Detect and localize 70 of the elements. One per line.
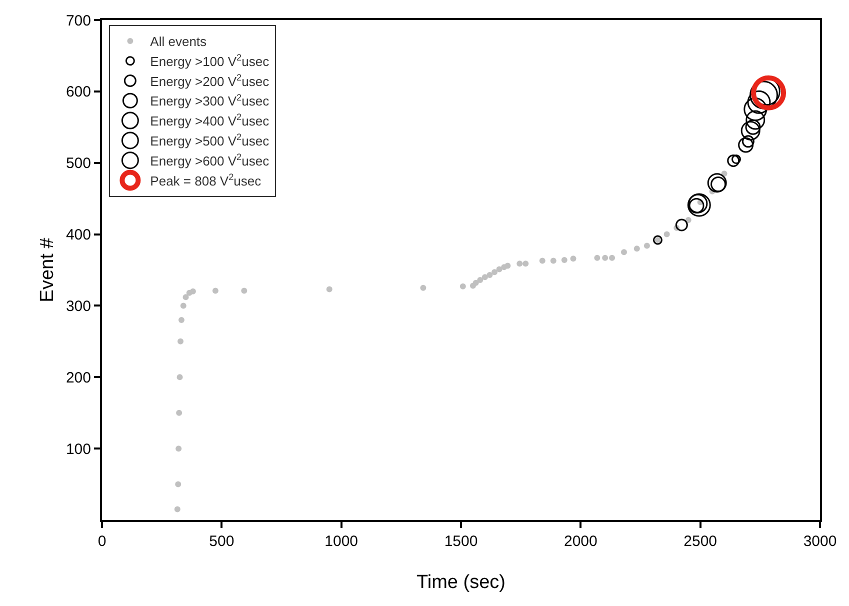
point	[550, 258, 556, 264]
y-tick-label: 300	[66, 298, 91, 315]
point	[522, 260, 529, 267]
point	[594, 254, 600, 261]
x-tick-label: 0	[98, 533, 106, 550]
point	[727, 154, 740, 167]
legend-label: All events	[150, 34, 208, 50]
point	[176, 410, 182, 416]
point	[176, 446, 182, 452]
point	[675, 218, 688, 232]
point	[634, 246, 640, 252]
legend-label: Energy >300 V$^{2}$usec	[150, 92, 270, 109]
point	[516, 260, 523, 267]
point	[460, 283, 466, 290]
point	[212, 288, 218, 294]
point	[707, 173, 727, 193]
point	[664, 231, 670, 238]
point	[740, 120, 760, 140]
point	[539, 258, 546, 264]
y-tick-label: 200	[66, 369, 91, 386]
point	[175, 481, 182, 488]
legend-label: Energy >400 V$^{2}$usec	[150, 112, 270, 129]
point	[602, 254, 608, 261]
point	[504, 262, 511, 269]
point	[561, 257, 568, 263]
y-tick-label: 400	[66, 226, 91, 244]
legend-label: Energy >200 V$^{2}$usec	[150, 72, 270, 89]
point	[326, 286, 332, 292]
point	[644, 242, 650, 249]
point	[685, 217, 692, 223]
legend-label: Peak = 808 V$^{2}$usec	[150, 172, 262, 188]
y-axis-title: Event #	[37, 237, 58, 302]
y-tick-label: 700	[66, 12, 91, 30]
point	[178, 338, 184, 344]
point	[746, 110, 766, 130]
point	[180, 302, 186, 309]
point	[190, 288, 196, 294]
point	[472, 280, 479, 286]
point	[738, 137, 754, 153]
point	[174, 506, 180, 512]
point	[751, 75, 786, 110]
point	[176, 374, 183, 380]
point	[609, 254, 616, 261]
x-tick-label: 2500	[684, 533, 718, 550]
point	[620, 249, 627, 256]
y-tick-label: 100	[66, 440, 91, 458]
point	[570, 256, 576, 262]
point	[178, 317, 184, 323]
x-tick-label: 3000	[803, 533, 837, 550]
x-tick-label: 1500	[444, 533, 478, 550]
x-axis-title: Time (sec)	[416, 572, 506, 593]
point	[477, 277, 484, 283]
x-tick-label: 1000	[324, 533, 358, 550]
point	[182, 294, 189, 300]
point	[486, 272, 493, 278]
legend-label: Energy >500 V$^{2}$usec	[150, 132, 270, 149]
point	[742, 135, 754, 148]
legend-label: Energy >100 V$^{2}$usec	[150, 52, 270, 69]
point	[420, 284, 426, 291]
point	[731, 154, 741, 164]
point	[687, 193, 711, 217]
point	[492, 269, 498, 276]
y-tick-label: 500	[66, 155, 91, 172]
legend-label: Energy >600 V$^{2}$usec	[150, 152, 270, 168]
x-tick-label: 500	[209, 533, 234, 550]
y-tick-label: 600	[66, 84, 91, 101]
point	[496, 266, 502, 272]
x-tick-label: 2000	[564, 533, 598, 550]
point	[241, 288, 248, 294]
point	[482, 274, 488, 280]
